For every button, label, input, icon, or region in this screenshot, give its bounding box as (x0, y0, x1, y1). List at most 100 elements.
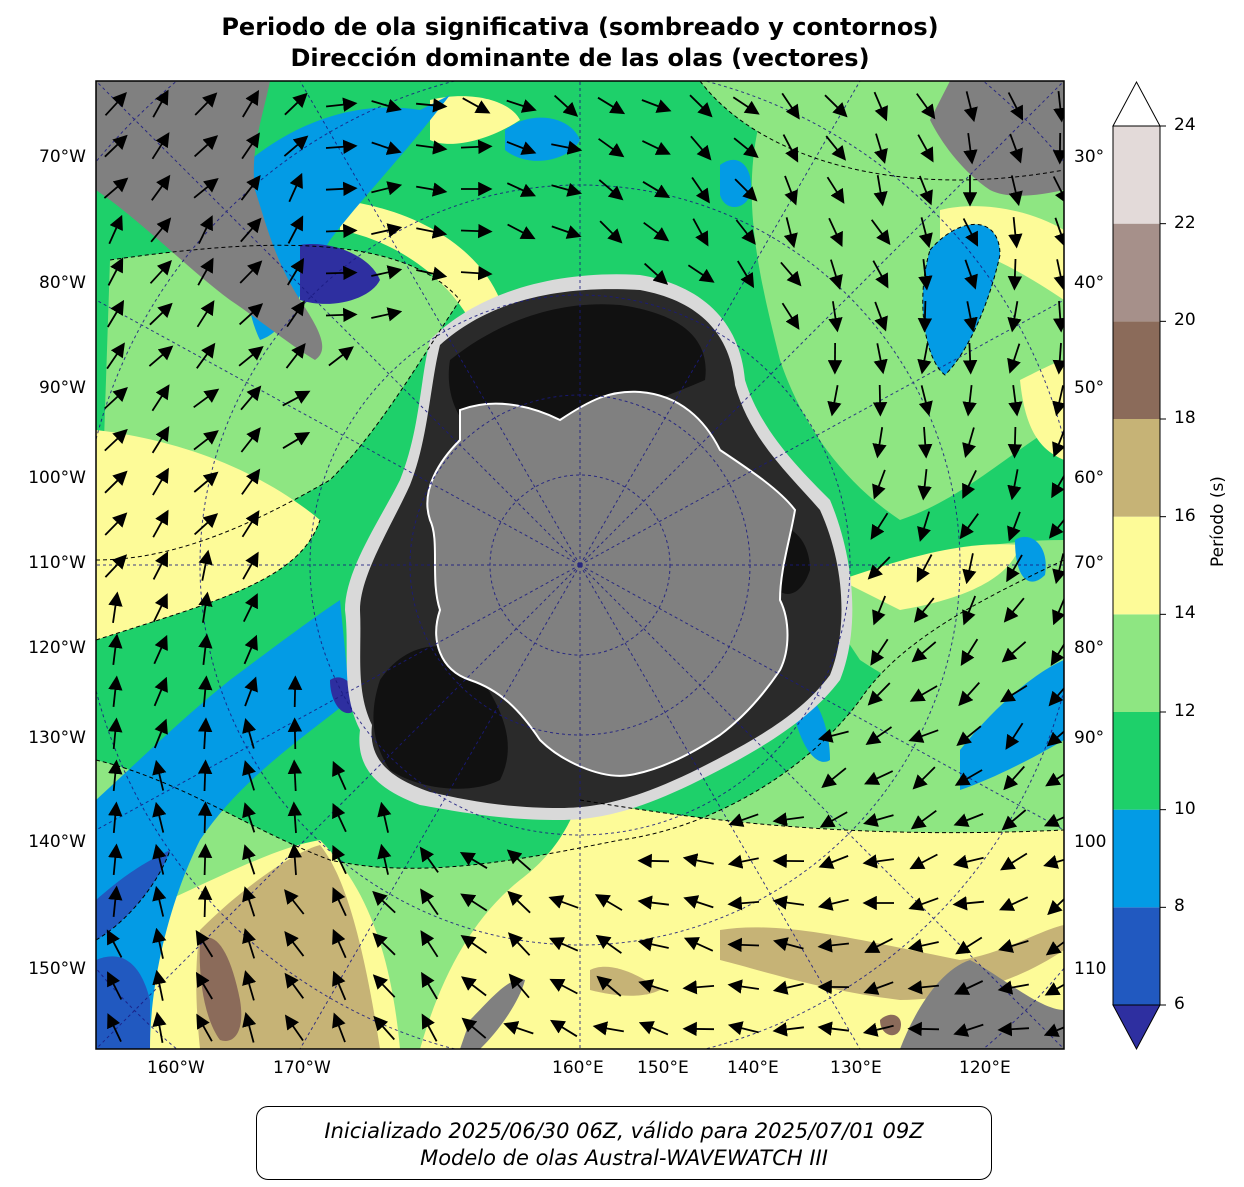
left-lon-label: 110°W (28, 553, 86, 573)
wave-vector-arrow (242, 1012, 257, 1043)
wave-vector-arrow (963, 132, 978, 165)
wave-vector-arrow (108, 675, 123, 707)
wave-vector-arrow (108, 843, 123, 875)
wave-vector-arrow (107, 971, 123, 1000)
wave-vector-arrow (867, 556, 891, 580)
wave-vector-arrow (826, 176, 845, 204)
period-6-8-region (96, 850, 170, 940)
wave-vector-arrow (872, 595, 887, 626)
wave-vector-arrow (198, 591, 213, 623)
wave-vector-arrow (727, 896, 760, 911)
wave-vector-arrow (872, 427, 887, 459)
wave-vector-arrow (240, 175, 261, 201)
wave-vector-arrow (870, 638, 889, 666)
wave-vector-arrow (242, 551, 259, 580)
wave-vector-arrow (872, 260, 889, 289)
wave-vector-arrow (287, 717, 303, 750)
bottom-lon-label: 160°E (552, 1058, 604, 1078)
wave-vector-arrow (242, 760, 256, 791)
colorbar-tick-label: 10 (1174, 798, 1196, 819)
wave-vector-arrow (737, 260, 755, 289)
wave-vector-arrow (907, 980, 939, 995)
wave-vector-arrow (197, 885, 213, 918)
wave-vector-arrow (953, 1023, 984, 1037)
colorbar-tick-label: 22 (1174, 212, 1196, 233)
wave-vector-arrow (1050, 642, 1064, 666)
wave-vector-arrow (325, 307, 358, 323)
right-lon-label: 110 (1074, 959, 1107, 979)
wave-vector-arrow (152, 927, 167, 959)
wave-vector-arrow (773, 937, 804, 952)
wave-vector-arrow (416, 266, 448, 281)
wave-vector-arrow (371, 181, 403, 196)
wave-vector-arrow (197, 257, 214, 286)
wave-vector-arrow (287, 801, 302, 834)
wave-vector-arrow (637, 895, 670, 910)
wave-vector-arrow (1053, 91, 1064, 123)
wave-vector-arrow (780, 261, 802, 287)
wave-vector-arrow (196, 300, 215, 328)
wave-vector-arrow (553, 94, 579, 117)
wave-vector-arrow (909, 853, 938, 870)
colorbar-bin (1113, 809, 1160, 908)
wave-vector-arrow (193, 430, 219, 451)
wave-vector-arrow (998, 939, 1029, 953)
wave-vector-arrow (332, 928, 347, 959)
map-frame (95, 80, 1065, 1050)
colorbar (1112, 80, 1166, 1051)
wave-vector-arrow (691, 176, 710, 204)
wave-vector-arrow (781, 302, 800, 330)
wave-vector-arrow (828, 301, 843, 333)
wave-vector-arrow (284, 972, 305, 999)
wave-vector-arrow (371, 223, 403, 238)
wave-vector-arrow (817, 728, 849, 743)
wave-vector-arrow (828, 217, 843, 247)
wave-vector-arrow (817, 1021, 850, 1036)
wave-vector-arrow (917, 511, 931, 542)
wave-vector-arrow (873, 175, 888, 207)
wave-vector-arrow (241, 468, 261, 495)
wave-vector-arrow (960, 638, 979, 666)
wave-vector-arrow (332, 803, 347, 833)
wave-vector-arrow (198, 215, 213, 244)
wave-vector-arrow (152, 467, 169, 496)
wave-vector-arrow (956, 725, 982, 747)
wave-vector-arrow (1007, 301, 1022, 333)
wave-vector-arrow (242, 593, 258, 622)
wave-vector-arrow (865, 726, 893, 746)
wave-vector-arrow (1007, 469, 1022, 501)
wave-vector-arrow (104, 428, 128, 452)
colorbar-bin (1113, 419, 1160, 517)
wave-vector-arrow (416, 224, 448, 239)
wave-vector-arrow (372, 974, 396, 998)
wave-vector-arrow (108, 759, 123, 791)
wave-vector-arrow (1043, 813, 1064, 827)
wave-vector-arrow (964, 259, 978, 290)
wave-vector-arrow (508, 973, 530, 999)
wave-vector-arrow (152, 801, 167, 833)
wave-vector-arrow (824, 94, 848, 118)
wave-vector-arrow (952, 896, 984, 911)
wave-vector-arrow (153, 718, 168, 749)
wave-vector-arrow (1054, 217, 1064, 248)
wave-vector-arrow (238, 303, 264, 326)
wave-vector-arrow (874, 301, 888, 332)
wave-vector-arrow (692, 218, 709, 247)
wave-vector-arrow (637, 853, 670, 869)
wave-vector-arrow (240, 217, 262, 243)
wave-vector-arrow (772, 980, 804, 995)
wave-vector-arrow (917, 134, 934, 163)
wave-vector-arrow (325, 223, 358, 239)
wave-vector-arrow (506, 182, 536, 197)
wave-vector-arrow (818, 855, 849, 869)
wave-vector-arrow (1008, 384, 1023, 417)
wave-vector-arrow (592, 1021, 624, 1036)
wave-vector-arrow (908, 897, 939, 911)
wave-vector-arrow (287, 215, 304, 244)
colorbar-under-triangle (1112, 1004, 1161, 1051)
wave-vector-arrow (285, 343, 306, 369)
wave-vector-arrow (283, 135, 309, 157)
wave-vector-arrow (548, 937, 579, 952)
colorbar-tick-label: 8 (1174, 896, 1185, 917)
wave-vector-arrow (507, 932, 531, 956)
